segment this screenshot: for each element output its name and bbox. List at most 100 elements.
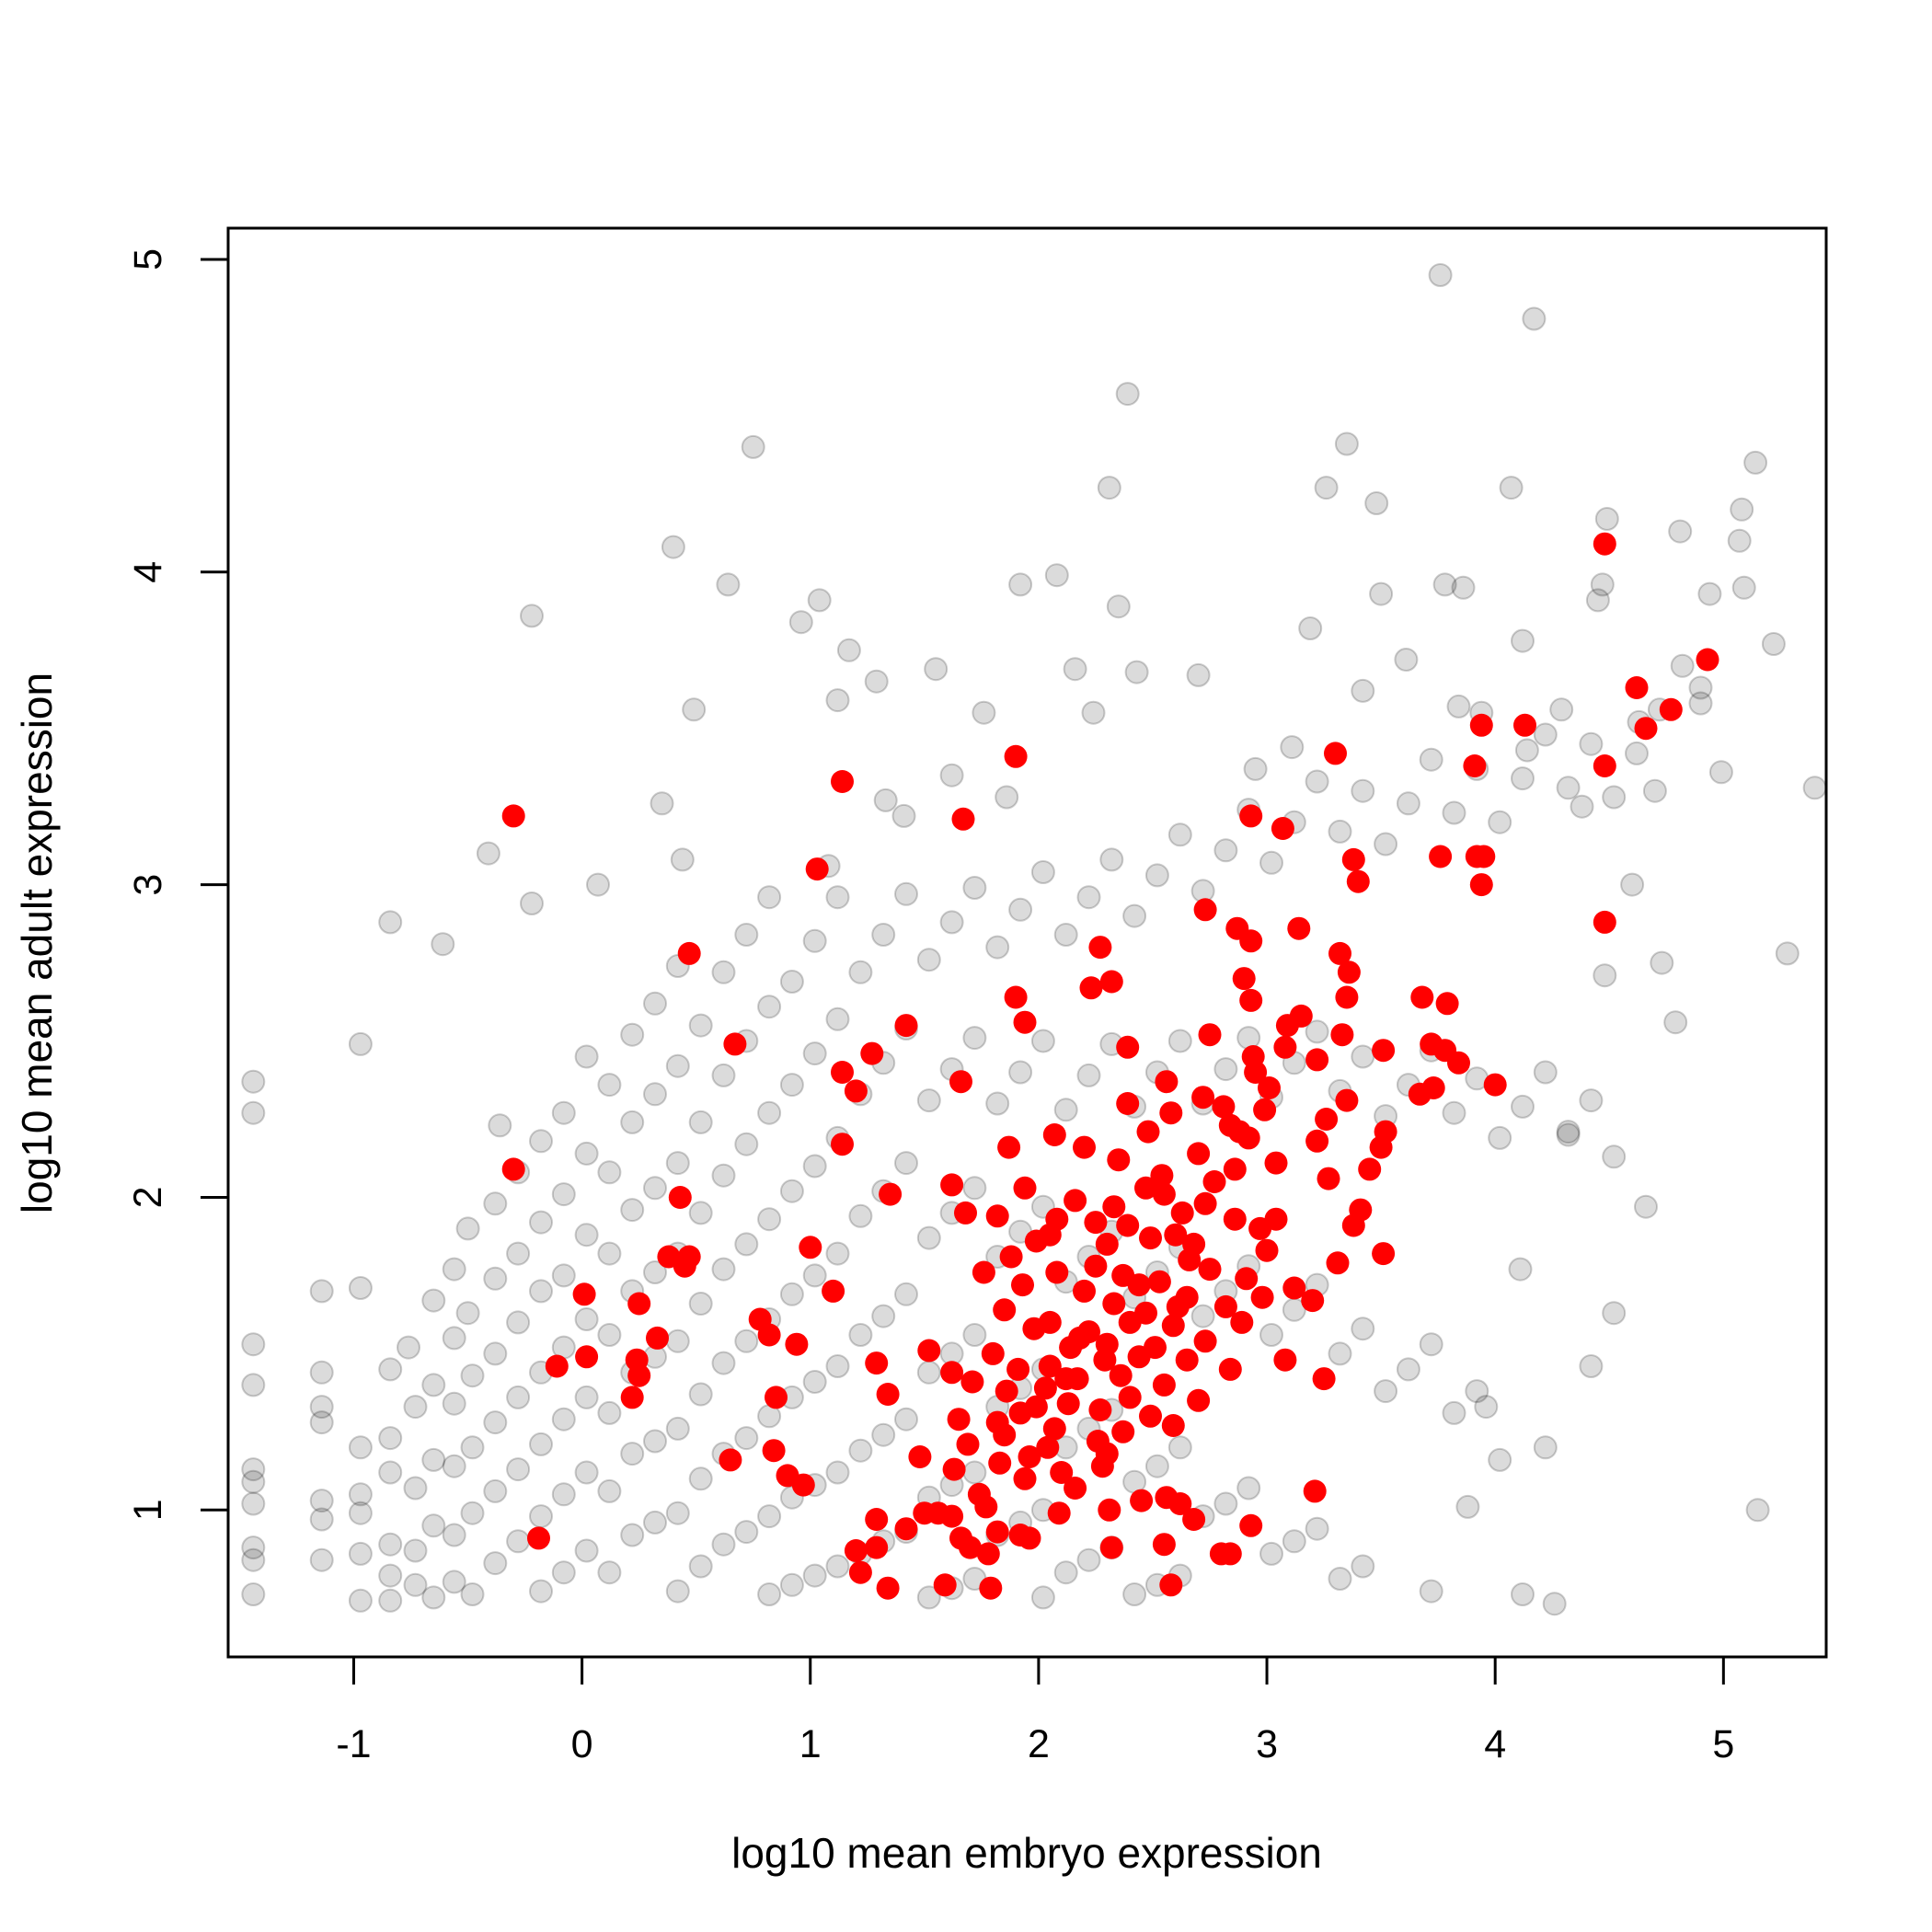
- background-point-217: [734, 1426, 759, 1451]
- highlight-point-154: [1273, 1348, 1297, 1372]
- background-point-3: [741, 434, 765, 459]
- highlight-point-240: [1068, 1326, 1092, 1350]
- highlight-point-19: [1341, 847, 1365, 871]
- background-point-70: [1542, 1592, 1567, 1616]
- background-point-124: [442, 1257, 466, 1282]
- background-point-15: [1044, 563, 1069, 588]
- highlight-point-219: [1018, 1526, 1041, 1550]
- highlight-point-3: [1659, 697, 1683, 721]
- highlight-point-206: [974, 1495, 998, 1519]
- background-point-368: [1419, 747, 1443, 772]
- background-point-94: [241, 1582, 266, 1606]
- background-point-306: [1076, 1063, 1101, 1087]
- highlight-point-193: [988, 1451, 1012, 1475]
- highlight-point-179: [947, 1408, 971, 1432]
- highlight-point-39: [1435, 992, 1459, 1016]
- background-point-30: [520, 604, 544, 628]
- highlight-point-55: [831, 1061, 854, 1084]
- background-point-310: [1099, 847, 1124, 872]
- background-point-135: [460, 1582, 485, 1606]
- background-point-362: [1374, 832, 1398, 857]
- highlight-point-112: [999, 1245, 1023, 1269]
- background-point-262: [894, 1151, 918, 1176]
- background-point-254: [871, 923, 896, 947]
- background-point-99: [309, 1489, 334, 1513]
- highlight-point-107: [799, 1236, 822, 1259]
- background-point-248: [848, 960, 873, 984]
- background-point-208: [711, 1257, 736, 1282]
- background-point-195: [665, 1416, 690, 1441]
- background-point-156: [551, 1182, 576, 1207]
- background-point-7: [1314, 476, 1339, 500]
- highlight-point-48: [1116, 1035, 1140, 1059]
- background-point-393: [1620, 872, 1645, 897]
- highlight-point-54: [1447, 1051, 1470, 1075]
- background-point-228: [779, 1073, 804, 1098]
- background-point-18: [1432, 572, 1457, 597]
- background-point-22: [1697, 581, 1722, 606]
- background-point-19: [1590, 572, 1615, 597]
- background-point-240: [802, 1563, 827, 1588]
- background-point-199: [688, 1110, 713, 1134]
- background-point-305: [1076, 885, 1101, 910]
- background-point-202: [688, 1382, 713, 1407]
- background-point-144: [506, 1310, 531, 1335]
- background-point-272: [939, 910, 964, 935]
- highlight-point-237: [1202, 1170, 1226, 1193]
- highlight-point-169: [765, 1386, 788, 1409]
- highlight-point-109: [1372, 1242, 1396, 1266]
- highlight-point-108: [1255, 1238, 1279, 1262]
- background-point-87: [241, 1332, 266, 1357]
- highlight-point-248: [1244, 1061, 1268, 1084]
- background-point-191: [665, 1053, 690, 1078]
- background-point-177: [620, 1110, 645, 1134]
- x-tick-label-3: 2: [1028, 1722, 1050, 1766]
- background-point-267: [916, 1088, 941, 1113]
- background-point-334: [1213, 838, 1238, 863]
- background-point-271: [916, 1585, 941, 1610]
- x-tick-label-6: 5: [1712, 1722, 1734, 1766]
- highlight-point-224: [1099, 1535, 1123, 1559]
- highlight-point-38: [1239, 988, 1263, 1012]
- highlight-point-12: [501, 804, 525, 828]
- background-point-382: [1533, 722, 1558, 747]
- background-point-37: [864, 669, 889, 694]
- background-point-372: [1442, 1100, 1466, 1125]
- background-point-159: [551, 1407, 576, 1432]
- background-point-260: [894, 881, 918, 906]
- highlight-point-178: [1139, 1404, 1162, 1428]
- background-point-16: [716, 572, 741, 597]
- background-point-245: [825, 1354, 850, 1378]
- y-axis-title: log10 mean adult expression: [13, 673, 61, 1213]
- background-point-215: [734, 1232, 759, 1257]
- background-point-136: [483, 1191, 508, 1216]
- highlight-point-124: [1282, 1276, 1306, 1300]
- background-point-20: [1731, 575, 1756, 600]
- highlight-point-143: [646, 1326, 669, 1350]
- background-point-181: [620, 1442, 645, 1466]
- highlight-point-150: [575, 1345, 599, 1369]
- highlight-point-22: [1469, 873, 1493, 897]
- background-point-233: [779, 1572, 804, 1597]
- background-point-112: [378, 1588, 403, 1613]
- background-point-376: [1465, 1379, 1489, 1404]
- background-point-26: [650, 791, 674, 816]
- background-point-125: [442, 1326, 466, 1351]
- highlight-point-6: [1634, 717, 1658, 741]
- highlight-point-37: [1335, 985, 1359, 1009]
- background-point-380: [1511, 766, 1535, 791]
- highlight-point-173: [1187, 1388, 1211, 1412]
- background-point-304: [1053, 1560, 1078, 1585]
- background-point-357: [1328, 1567, 1352, 1591]
- highlight-point-28: [1088, 936, 1112, 960]
- background-point-145: [506, 1385, 531, 1409]
- background-point-326: [1167, 1029, 1192, 1053]
- background-point-325: [1167, 822, 1192, 847]
- highlight-point-131: [627, 1292, 651, 1316]
- background-point-386: [1579, 731, 1604, 756]
- background-point-139: [483, 1410, 508, 1435]
- highlight-point-122: [1147, 1270, 1171, 1294]
- highlight-point-213: [865, 1508, 889, 1531]
- background-point-169: [597, 1073, 622, 1098]
